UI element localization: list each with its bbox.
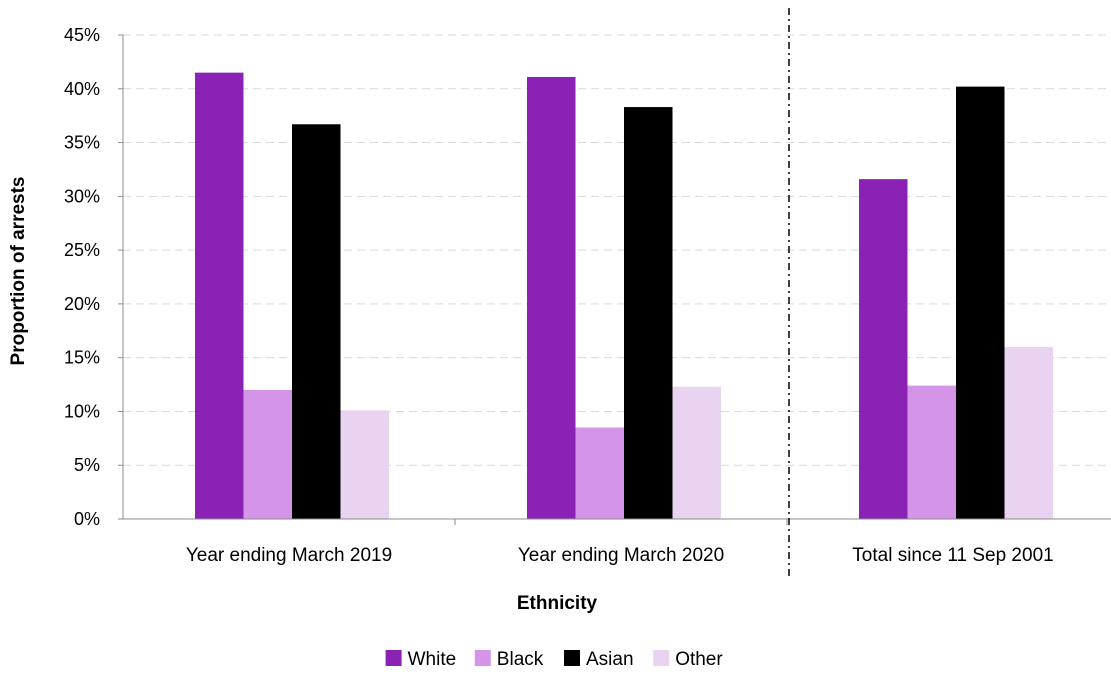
y-tick-label: 10%: [64, 401, 100, 421]
bar-black: [575, 427, 624, 519]
legend-swatch-white: [385, 650, 402, 666]
bar-black: [907, 385, 956, 519]
y-axis-title: Proportion of arrests: [8, 177, 29, 366]
legend-swatch-other: [653, 650, 670, 666]
bar-black: [243, 389, 292, 519]
bar-white: [195, 72, 244, 520]
y-tick-label: 30%: [64, 186, 100, 206]
bar-other: [1004, 346, 1053, 519]
legend-label: Other: [675, 649, 723, 670]
bar-white: [859, 179, 908, 519]
bar-white: [527, 76, 576, 520]
legend-swatch-asian: [564, 650, 580, 666]
bar-asian: [624, 107, 673, 519]
tick-labels: 0% 5% 10% 15% 20% 25% 30% 35% 40% 45% Year ending …: [64, 25, 1054, 566]
axes: [118, 8, 1111, 578]
y-tick-label: 35%: [64, 133, 100, 153]
bar-other: [672, 386, 721, 519]
bars: [195, 72, 1053, 520]
y-tick-label: 15%: [64, 348, 100, 368]
legend-swatch-black: [474, 650, 491, 666]
y-tick-label: 5%: [74, 455, 100, 475]
y-tick-label: 0%: [74, 509, 100, 529]
x-tick-label: Total since 11 Sep 2001: [852, 545, 1053, 566]
x-tick-label: Year ending March 2019: [186, 545, 392, 566]
y-tick-label: 45%: [64, 25, 100, 45]
y-tick-label: 40%: [64, 79, 100, 99]
legend-label: Asian: [586, 649, 634, 670]
bar-asian: [292, 124, 341, 519]
bar-other: [340, 410, 389, 519]
y-tick-label: 20%: [64, 294, 100, 314]
x-axis-title: Ethnicity: [517, 593, 598, 614]
legend-label: White: [408, 649, 457, 670]
x-tick-label: Year ending March 2020: [518, 545, 724, 566]
y-tick-label: 25%: [64, 240, 100, 260]
legend-label: Black: [497, 649, 544, 670]
bar-asian: [956, 86, 1005, 520]
legend: White Black Asian Other: [385, 649, 723, 670]
